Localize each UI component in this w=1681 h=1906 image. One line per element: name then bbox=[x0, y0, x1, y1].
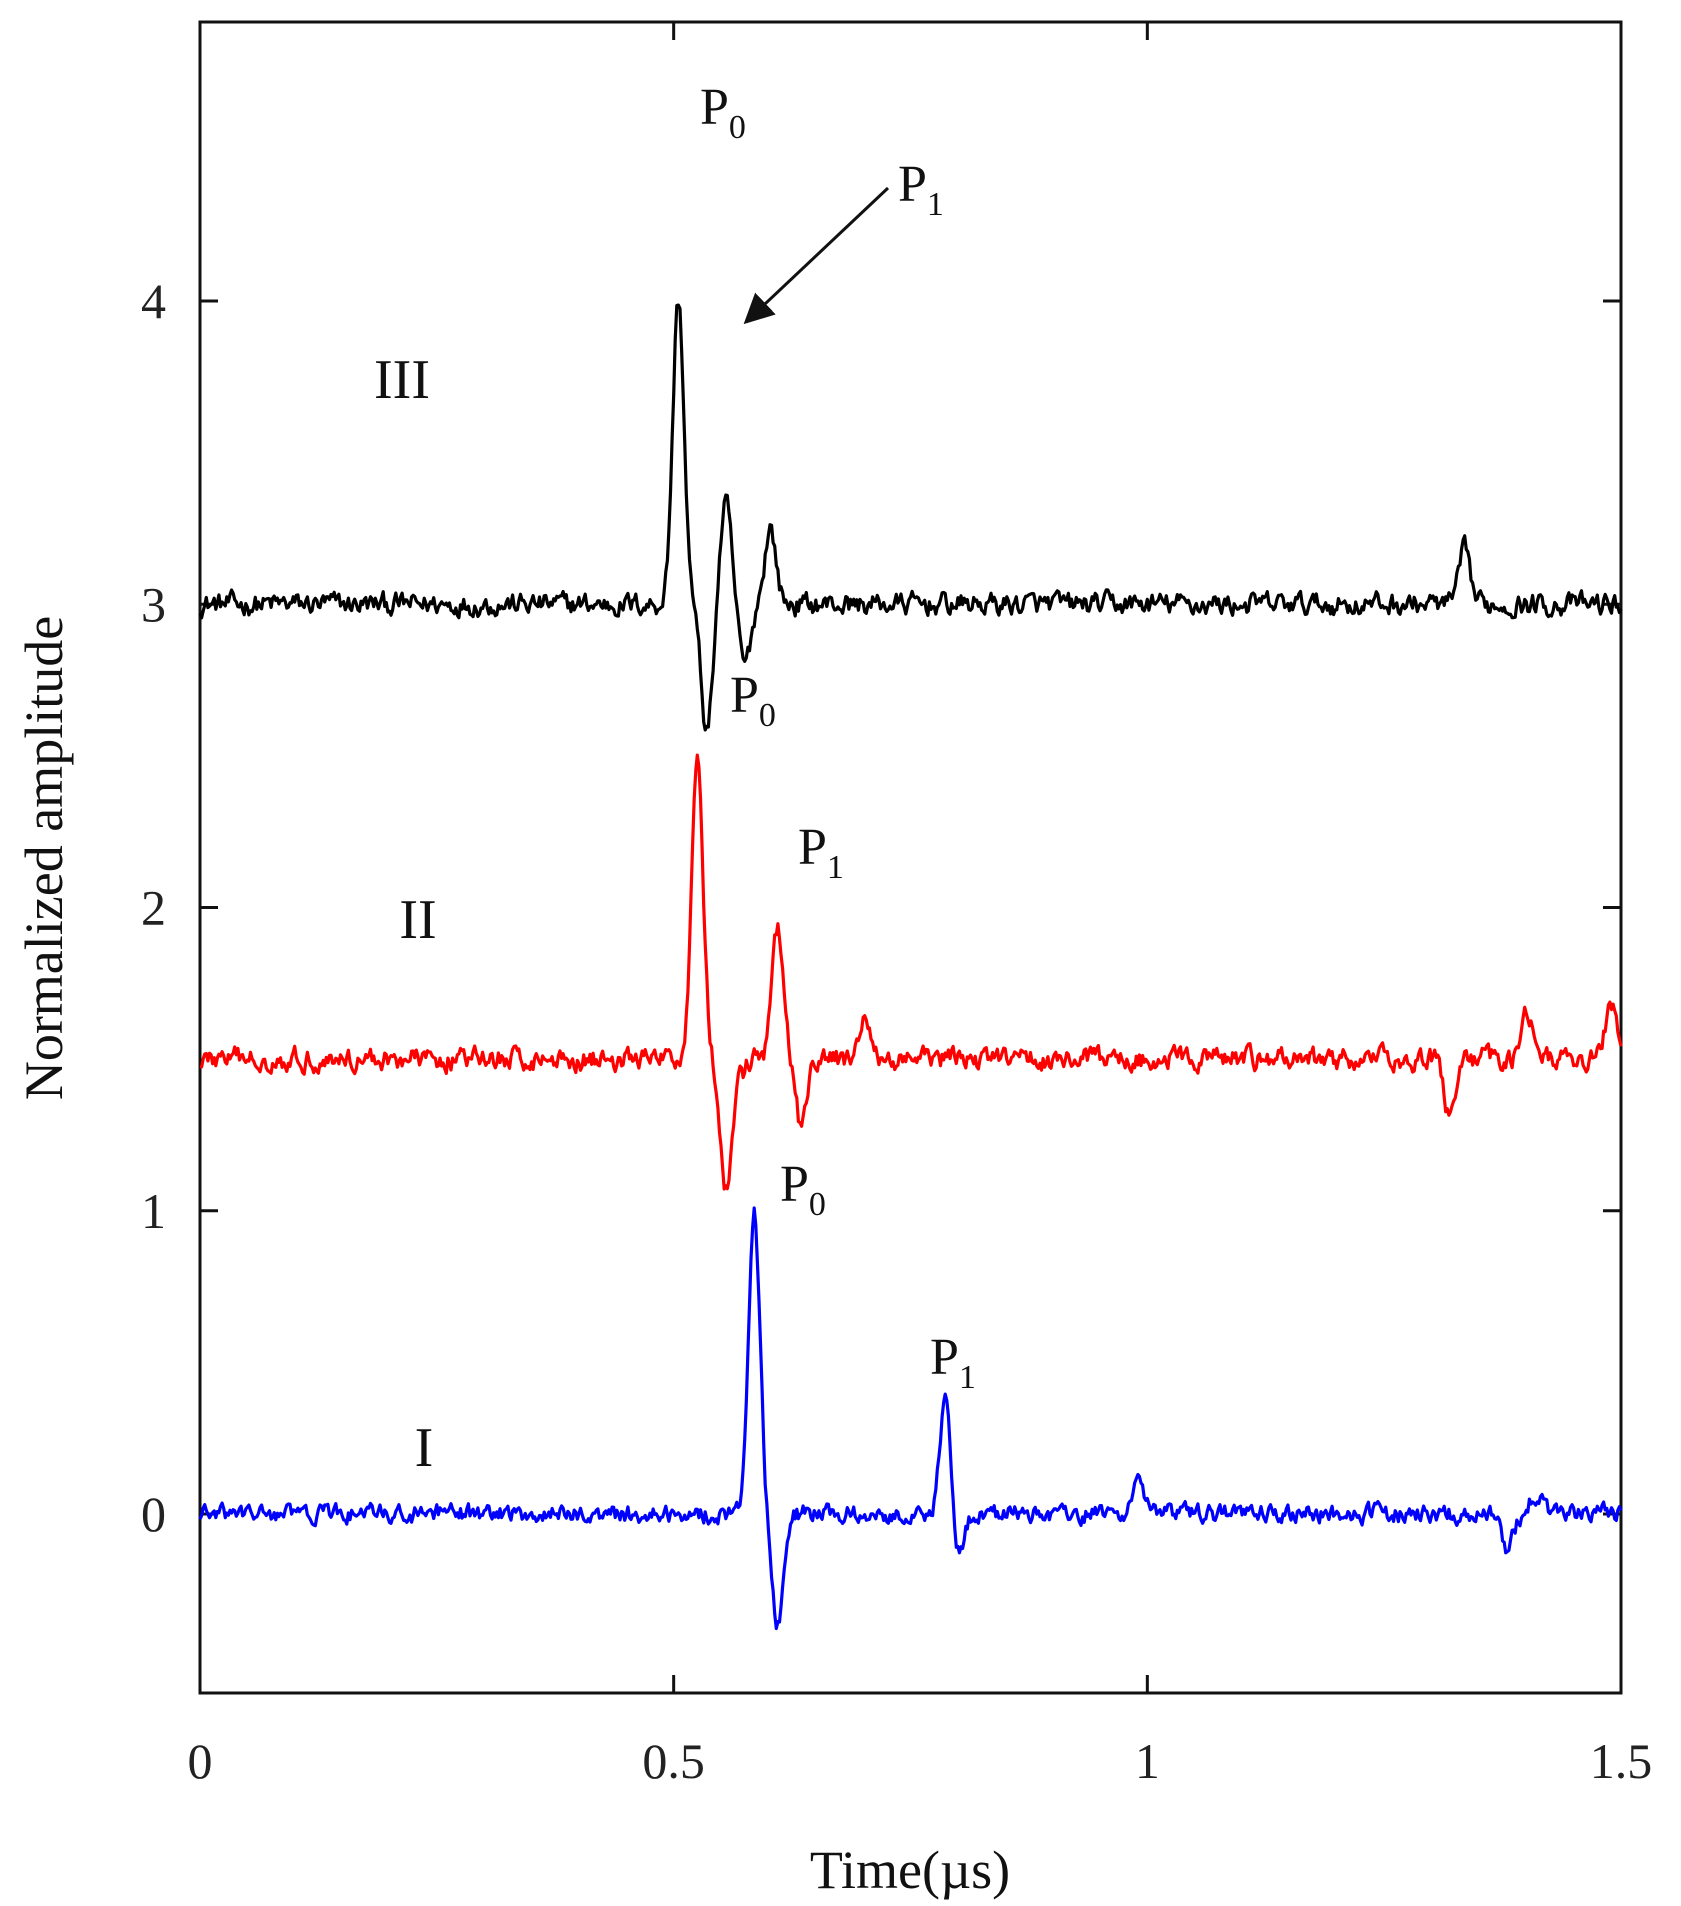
x-tick-label: 0 bbox=[188, 1733, 213, 1789]
peak-annotation: P1 bbox=[898, 156, 944, 223]
peak-annotation-main: P bbox=[798, 819, 827, 876]
x-tick-label: 1.5 bbox=[1590, 1733, 1653, 1789]
peak-annotation-sub: 1 bbox=[927, 186, 944, 223]
series-line-I bbox=[198, 1206, 1623, 1631]
x-axis-title: Time(µs) bbox=[810, 1840, 1010, 1900]
y-tick-label: 4 bbox=[141, 273, 166, 329]
series-line-II bbox=[199, 753, 1623, 1191]
plot-frame bbox=[198, 20, 1623, 1695]
x-tick-label: 1 bbox=[1135, 1733, 1160, 1789]
peak-annotation-sub: 0 bbox=[809, 1186, 826, 1223]
peak-annotation-sub: 1 bbox=[959, 1359, 976, 1396]
peak-annotation-main: P bbox=[700, 79, 729, 136]
peak-annotation-main: P bbox=[730, 667, 759, 724]
tick-labels: 0 0.5 1 1.5 0 1 2 3 4 bbox=[141, 273, 1652, 1789]
series-line-III bbox=[198, 303, 1623, 732]
series-label-II: II bbox=[399, 889, 436, 951]
series-label-I: I bbox=[415, 1417, 434, 1479]
peak-annotation-main: P bbox=[898, 156, 927, 213]
series-layer bbox=[198, 303, 1623, 1631]
peak-annotation: P1 bbox=[798, 819, 844, 886]
y-tick-label: 3 bbox=[141, 576, 166, 632]
y-tick-label: 1 bbox=[141, 1183, 166, 1239]
y-tick-label: 0 bbox=[141, 1486, 166, 1542]
peak-annotation-main: P bbox=[930, 1329, 959, 1386]
peak-annotation-sub: 1 bbox=[827, 849, 844, 886]
y-tick-label: 2 bbox=[141, 880, 166, 936]
peak-annotation: P0 bbox=[780, 1156, 826, 1223]
peak-annotation: P0 bbox=[700, 79, 746, 146]
peak-annotation-sub: 0 bbox=[729, 109, 746, 146]
y-axis-title: Normalized amplitude bbox=[14, 616, 74, 1100]
peak-annotation: P1 bbox=[930, 1329, 976, 1396]
x-tick-label: 0.5 bbox=[642, 1733, 705, 1789]
peak-annotation: P0 bbox=[730, 667, 776, 734]
tick-group bbox=[198, 22, 1623, 1693]
peak-annotation-sub: 0 bbox=[759, 697, 776, 734]
annotation-arrow bbox=[743, 186, 890, 325]
peak-annotation-main: P bbox=[780, 1156, 809, 1213]
series-label-III: III bbox=[374, 349, 430, 411]
